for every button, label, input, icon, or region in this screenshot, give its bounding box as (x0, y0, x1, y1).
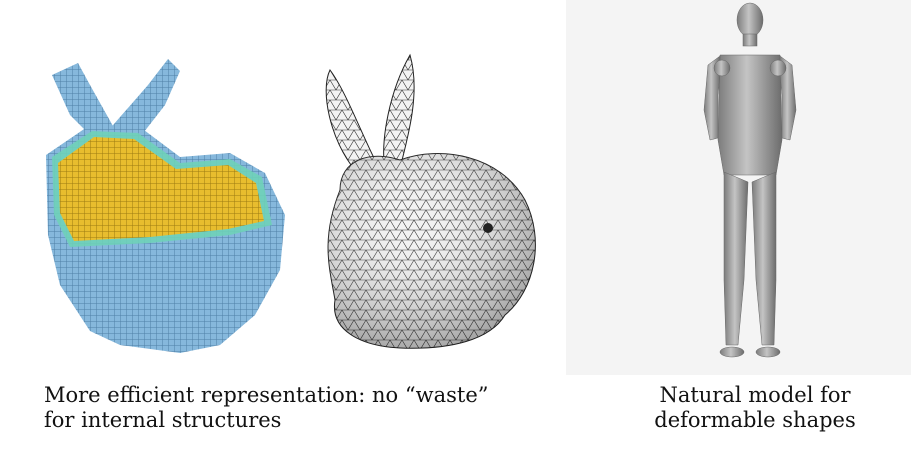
caption-left: More efficient representation: no “waste… (44, 383, 544, 433)
voxel-ear-left (52, 63, 118, 145)
voxel-cross-section (58, 137, 264, 241)
mesh-bunny-figure (325, 53, 536, 349)
caption-left-line-2: for internal structures (44, 408, 282, 432)
caption-left-line-1: More efficient representation: no “waste… (44, 383, 489, 407)
caption-right: Natural model for deformable shapes (600, 383, 910, 433)
human-mesh-figure (703, 2, 797, 358)
caption-right-line-1: Natural model for (659, 383, 851, 407)
voxel-bunny-figure (46, 59, 285, 353)
caption-right-line-2: deformable shapes (654, 408, 856, 432)
mesh-bunny-shape (325, 53, 536, 349)
human-shape (703, 2, 797, 358)
